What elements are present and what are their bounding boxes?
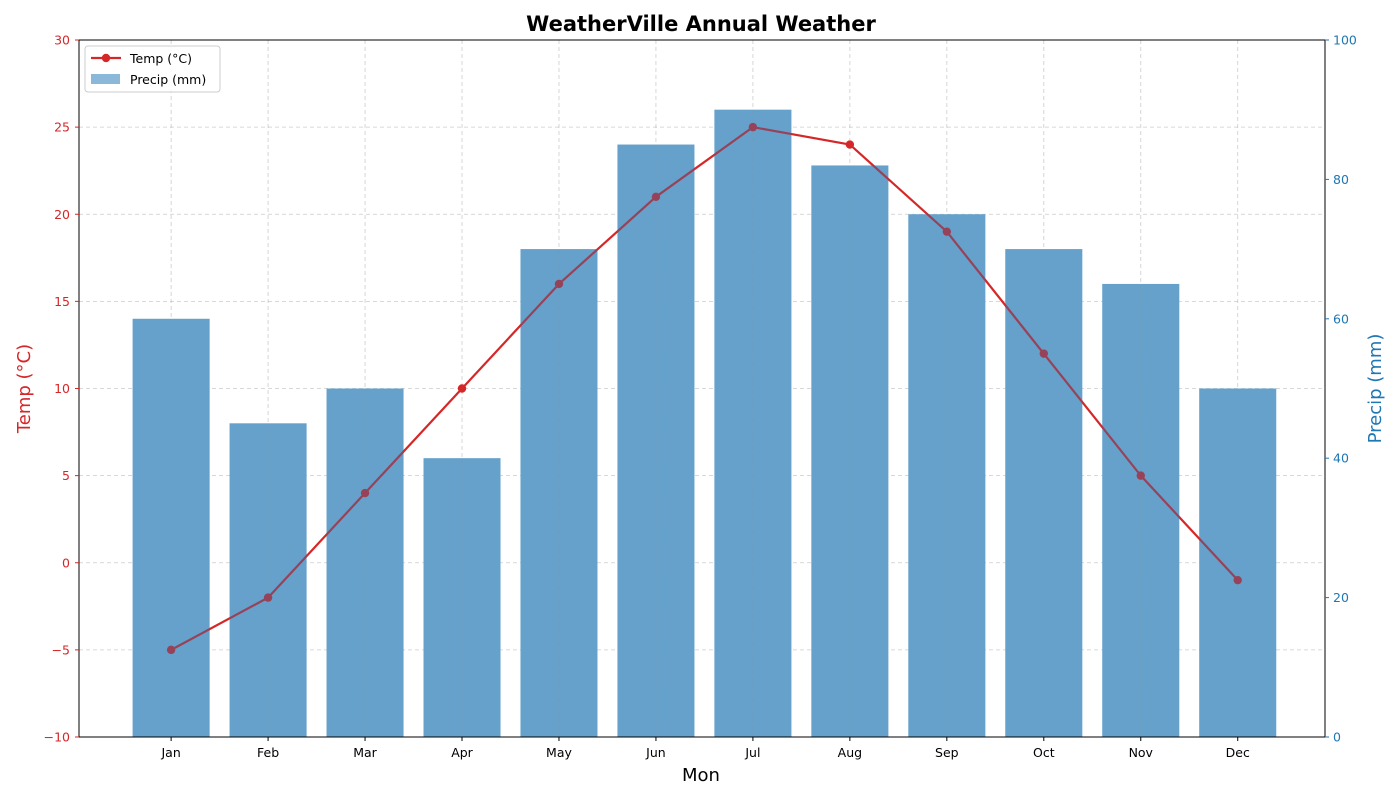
right-tick-label: 100 bbox=[1333, 33, 1357, 48]
right-tick-label: 0 bbox=[1333, 730, 1341, 745]
x-tick-label: Nov bbox=[1129, 745, 1154, 760]
x-tick-label: Aug bbox=[838, 745, 862, 760]
left-tick-label: 30 bbox=[54, 33, 70, 48]
left-tick-label: −5 bbox=[52, 642, 70, 657]
temp-point bbox=[1039, 349, 1049, 358]
precip-bar-tint bbox=[1199, 388, 1277, 737]
x-tick-label: Jan bbox=[160, 745, 180, 760]
right-tick-label: 60 bbox=[1333, 311, 1349, 326]
left-tick-label: −10 bbox=[44, 730, 70, 745]
x-tick-label: Apr bbox=[451, 745, 473, 760]
legend-temp-marker-icon bbox=[101, 53, 111, 63]
legend: Temp (°C) Precip (mm) bbox=[84, 45, 221, 93]
left-tick-label: 15 bbox=[54, 294, 70, 309]
temp-point bbox=[166, 645, 176, 655]
precip-bar-tint bbox=[132, 318, 210, 737]
precip-bar-tint bbox=[714, 109, 792, 737]
precip-bar-tint bbox=[520, 249, 598, 737]
tick-labels: −10 −5 0 5 10 15 20 25 30 0 20 40 60 80 100 Jan Feb Mar Ap… bbox=[44, 33, 1357, 761]
x-tick-label: Feb bbox=[257, 745, 279, 760]
y-axis-label-left: Temp (°C) bbox=[14, 344, 35, 434]
precip-bar-tint bbox=[617, 144, 695, 738]
x-tick-label: Jul bbox=[744, 745, 760, 760]
temp-point bbox=[360, 488, 370, 498]
x-tick-label: Sep bbox=[935, 745, 959, 760]
x-axis-label: Mon bbox=[682, 765, 720, 786]
legend-temp-label: Temp (°C) bbox=[129, 51, 192, 66]
left-tick-label: 0 bbox=[62, 555, 70, 570]
precip-bar-tint bbox=[811, 165, 889, 737]
right-tick-label: 80 bbox=[1333, 172, 1349, 187]
right-tick-label: 40 bbox=[1333, 451, 1349, 466]
temp-series-line bbox=[170, 126, 1239, 651]
left-tick-label: 10 bbox=[54, 381, 70, 396]
temp-point bbox=[651, 192, 661, 202]
precip-bar-tint bbox=[1102, 283, 1180, 737]
precip-bar bbox=[714, 109, 792, 737]
temp-point bbox=[748, 122, 758, 132]
temp-point bbox=[554, 279, 564, 289]
legend-precip-label: Precip (mm) bbox=[130, 72, 206, 87]
y-axis-label-right: Precip (mm) bbox=[1365, 334, 1386, 444]
temp-point bbox=[845, 140, 855, 149]
x-tick-label: Jun bbox=[645, 745, 666, 760]
precip-bar-tint bbox=[1005, 249, 1083, 737]
temp-point bbox=[263, 593, 273, 602]
temp-point bbox=[942, 227, 952, 236]
temp-point bbox=[457, 384, 467, 393]
precip-bar-tint bbox=[423, 458, 501, 737]
right-tick-label: 20 bbox=[1333, 590, 1349, 605]
left-tick-label: 5 bbox=[62, 468, 70, 483]
x-tick-label: Dec bbox=[1226, 745, 1250, 760]
left-tick-label: 20 bbox=[54, 207, 70, 222]
x-tick-label: Mar bbox=[353, 745, 377, 760]
precip-bar-tint bbox=[326, 388, 404, 737]
x-tick-label: May bbox=[546, 745, 572, 760]
temp-line bbox=[132, 109, 1277, 738]
legend-precip-swatch-icon bbox=[91, 74, 120, 84]
chart-title: WeatherVille Annual Weather bbox=[526, 12, 876, 36]
precip-bar bbox=[132, 318, 210, 737]
precip-bar-tint bbox=[908, 214, 986, 737]
precip-bar-tint bbox=[229, 423, 307, 737]
left-tick-label: 25 bbox=[54, 120, 70, 135]
temp-point bbox=[1136, 471, 1145, 480]
temp-point bbox=[1233, 575, 1242, 585]
x-tick-label: Oct bbox=[1033, 745, 1055, 760]
bar-tint-overlay bbox=[132, 109, 1277, 738]
